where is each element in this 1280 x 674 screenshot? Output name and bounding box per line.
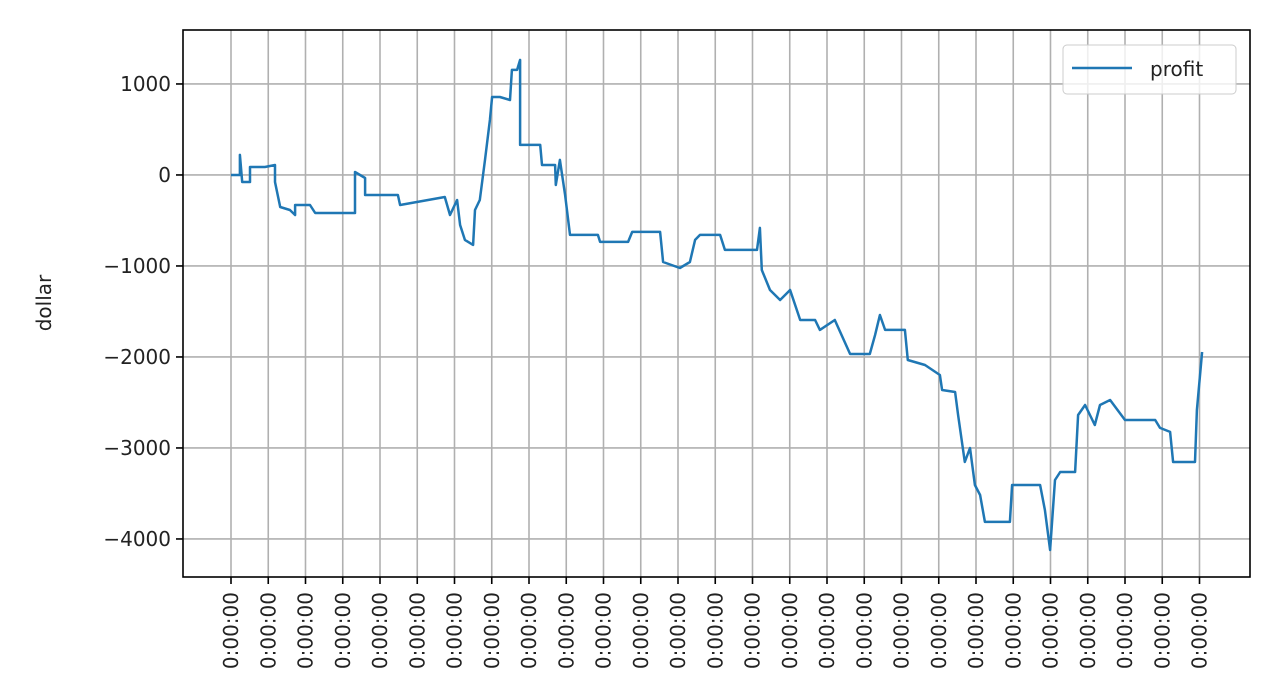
grid <box>183 30 1250 577</box>
x-tick-label: 00:00:00 <box>554 592 578 670</box>
x-tick-label: 00:00:00 <box>1188 592 1212 670</box>
x-tick-label: 00:00:00 <box>480 592 504 670</box>
x-tick-label: 00:00:00 <box>219 592 243 670</box>
x-tick-label: 00:00:00 <box>703 592 727 670</box>
x-tick-label: 00:00:00 <box>852 592 876 670</box>
x-tick-label: 00:00:00 <box>1150 592 1174 670</box>
x-tick-label: 00:00:00 <box>405 592 429 670</box>
y-axis: 1000 0 −1000 −2000 −3000 −4000 <box>103 72 183 551</box>
x-tick-label: 00:00:00 <box>741 592 765 670</box>
x-tick-label: 00:00:00 <box>1001 592 1025 670</box>
y-tick-label: 1000 <box>120 72 171 96</box>
x-tick-label: 00:00:00 <box>778 592 802 670</box>
plot-frame <box>182 29 1251 578</box>
x-tick-label: 00:00:00 <box>368 592 392 670</box>
legend: profit <box>1062 44 1237 95</box>
x-axis: 00:00:00 00:00:00 00:00:00 00:00:00 00:00:00… <box>219 577 1212 674</box>
y-tick-label: 0 <box>158 163 171 187</box>
x-tick-label: 00:00:00 <box>592 592 616 670</box>
y-tick-label: −2000 <box>103 345 171 369</box>
x-tick-label: 00:00:00 <box>1076 592 1100 670</box>
x-tick-label: 00:00:00 <box>256 592 280 670</box>
x-tick-label: 00:00:00 <box>890 592 914 670</box>
legend-box <box>1062 44 1237 95</box>
y-tick-label: −1000 <box>103 254 171 278</box>
x-tick-label: 00:00:00 <box>629 592 653 670</box>
x-tick-label: 00:00:00 <box>443 592 467 670</box>
y-tick-label: −3000 <box>103 436 171 460</box>
legend-label: profit <box>1150 57 1203 81</box>
x-tick-label: 00:00:00 <box>294 592 318 670</box>
series-layer <box>231 58 1204 552</box>
profit-line <box>231 58 1204 552</box>
y-axis-label: dollar <box>32 274 56 331</box>
x-tick-label: 00:00:00 <box>1113 592 1137 670</box>
x-tick-label: 00:00:00 <box>666 592 690 670</box>
y-tick-label: −4000 <box>103 527 171 551</box>
x-tick-label: 00:00:00 <box>815 592 839 670</box>
x-tick-label: 00:00:00 <box>964 592 988 670</box>
x-tick-label: 00:00:00 <box>331 592 355 670</box>
x-tick-label: 00:00:00 <box>927 592 951 670</box>
x-tick-label: 00:00:00 <box>517 592 541 670</box>
x-tick-label: 00:00:00 <box>1039 592 1063 670</box>
